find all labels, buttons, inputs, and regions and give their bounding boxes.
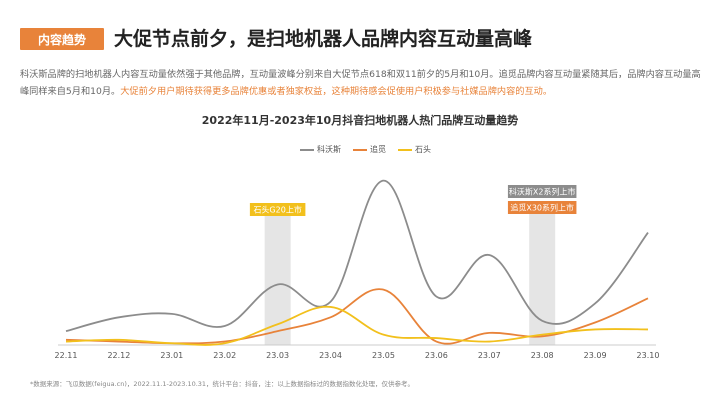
x-tick-label: 23.04 [319,351,342,360]
legend-swatch [300,148,314,151]
x-tick-label: 23.01 [160,351,183,360]
annotation-label-bg [507,185,577,198]
legend-label: 追觅 [370,145,386,154]
legend-label: 科沃斯 [317,145,341,154]
legend-item: 石头 [398,144,431,155]
annotation-label: 科沃斯X2系列上市 [509,187,576,197]
chart-legend: 科沃斯 追觅 石头 [300,144,431,155]
footnote: *数据来源：飞瓜数据(feigua.cn)，2022.11.1-2023.10.… [30,380,415,388]
legend-swatch [398,148,412,151]
x-tick-label: 23.10 [637,351,660,360]
series-line [65,179,649,333]
legend-item: 追觅 [353,144,386,155]
x-tick-label: 23.07 [478,351,501,360]
annotation-label: 追觅X30系列上市 [510,203,574,213]
description-highlight: 大促前夕用户期待获得更多品牌优惠或者独家权益，这种期待感会促使用户积极参与社媒品… [120,86,553,97]
x-tick-label: 23.08 [531,351,554,360]
x-tick-label: 23.05 [372,351,395,360]
series-line [65,288,649,345]
x-tick-label: 23.03 [266,351,289,360]
annotation-label-bg [507,201,577,214]
x-tick-label: 22.12 [107,351,130,360]
x-tick-label: 23.06 [425,351,448,360]
section-badge: 内容趋势 [20,28,104,50]
x-tick-label: 22.11 [55,351,78,360]
x-tick-label: 23.02 [213,351,236,360]
legend-item: 科沃斯 [300,144,341,155]
annotation-label-bg [249,203,306,216]
annotation-label: 石头G20上市 [253,205,301,215]
description-text: 科沃斯品牌的扫地机器人内容互动量依然强于其他品牌，互动量波峰分别来自大促节点61… [20,69,701,97]
series-line [65,305,649,346]
legend-swatch [353,148,367,151]
x-tick-label: 23.09 [584,351,607,360]
legend-label: 石头 [415,145,431,154]
chart-title: 2022年11月-2023年10月抖音扫地机器人热门品牌互动量趋势 [201,114,519,127]
description-paragraph: 科沃斯品牌的扫地机器人内容互动量依然强于其他品牌，互动量波峰分别来自大促节点61… [20,66,705,100]
page-title: 大促节点前夕，是扫地机器人品牌内容互动量高峰 [114,28,533,50]
